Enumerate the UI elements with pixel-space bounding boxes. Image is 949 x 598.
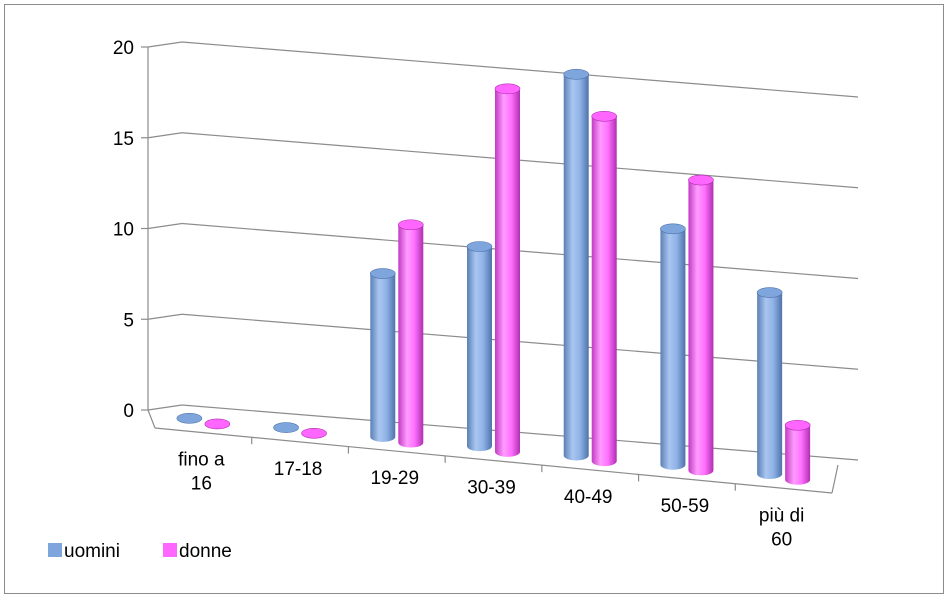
axes: [141, 46, 839, 494]
bar-top: [176, 412, 203, 424]
bar-body: [370, 273, 396, 442]
bar-body: [563, 74, 589, 461]
bar-donne-3: [494, 83, 521, 457]
bar-top: [397, 219, 424, 231]
bar-top: [369, 268, 396, 279]
x-tick-label: 60: [771, 529, 792, 550]
bar-body: [398, 224, 424, 448]
bar-donne-1: [301, 427, 327, 439]
bar-top: [301, 427, 327, 439]
bar-uomini-6: [756, 287, 783, 480]
bar-uomini-5: [660, 223, 686, 470]
gridline: [181, 41, 859, 98]
gridline-side: [147, 313, 183, 320]
bar-uomini-2: [369, 268, 396, 442]
category-labels: fino a 16 17-18 19-29 30-39 40-49 50-59 più di 6…: [178, 450, 804, 551]
y-tick-label: 0: [123, 401, 134, 422]
bar-top: [563, 68, 590, 80]
x-tick-label: 19-29: [370, 468, 419, 489]
bar-body: [591, 116, 617, 467]
gridline-side: [147, 41, 183, 48]
bar-body: [688, 180, 714, 476]
legend: uomini donne: [48, 541, 232, 562]
floor-right-edge: [831, 464, 839, 494]
bar-donne-6: [784, 419, 811, 485]
bar-top: [466, 241, 493, 252]
bar-donne-5: [688, 174, 714, 476]
bar-uomini-4: [563, 68, 590, 461]
gridline-side: [147, 222, 183, 230]
bar-body: [495, 88, 520, 457]
bars: [176, 68, 811, 485]
y-tick-label: 20: [113, 38, 134, 59]
legend-label-uomini: uomini: [64, 541, 120, 562]
bar-donne-4: [591, 110, 618, 467]
bar-top: [660, 223, 686, 235]
y-tick-labels: 0 5 10 15 20: [113, 38, 134, 422]
y-tick-label: 5: [123, 310, 134, 331]
bar-donne-0: [204, 418, 231, 430]
bar-top: [756, 287, 783, 298]
gridline-side: [147, 404, 183, 411]
bar-body: [467, 246, 492, 452]
bar-top: [494, 83, 521, 95]
gridline-side: [147, 132, 183, 139]
y-tick-label: 15: [113, 129, 134, 150]
x-tick-label: 30-39: [467, 478, 516, 499]
x-tick-label: 50-59: [661, 496, 710, 517]
bar-body: [785, 425, 811, 485]
floor-left-edge: [147, 409, 156, 429]
x-axis-line: [154, 427, 833, 494]
legend-swatch-uomini: [48, 543, 62, 557]
legend-label-donne: donne: [179, 541, 232, 562]
legend-swatch-donne: [163, 543, 177, 557]
bar-body: [660, 228, 686, 470]
bar-uomini-0: [176, 412, 203, 424]
bar-body: [757, 292, 783, 480]
bar-donne-2: [397, 219, 424, 448]
bar-uomini-3: [466, 241, 493, 452]
x-tick-label: 40-49: [564, 487, 613, 508]
x-tick-label: fino a: [178, 450, 225, 471]
bar-uomini-1: [273, 422, 299, 433]
y-tick-label: 10: [113, 220, 134, 241]
bar-top: [204, 418, 231, 430]
x-tick-label: più di: [759, 505, 804, 526]
bar-top: [784, 419, 811, 431]
x-tick-label: 16: [191, 474, 212, 495]
bar-top: [688, 174, 714, 186]
x-tick-label: 17-18: [274, 459, 323, 480]
bar-top: [591, 110, 618, 122]
bar-top: [273, 422, 299, 433]
